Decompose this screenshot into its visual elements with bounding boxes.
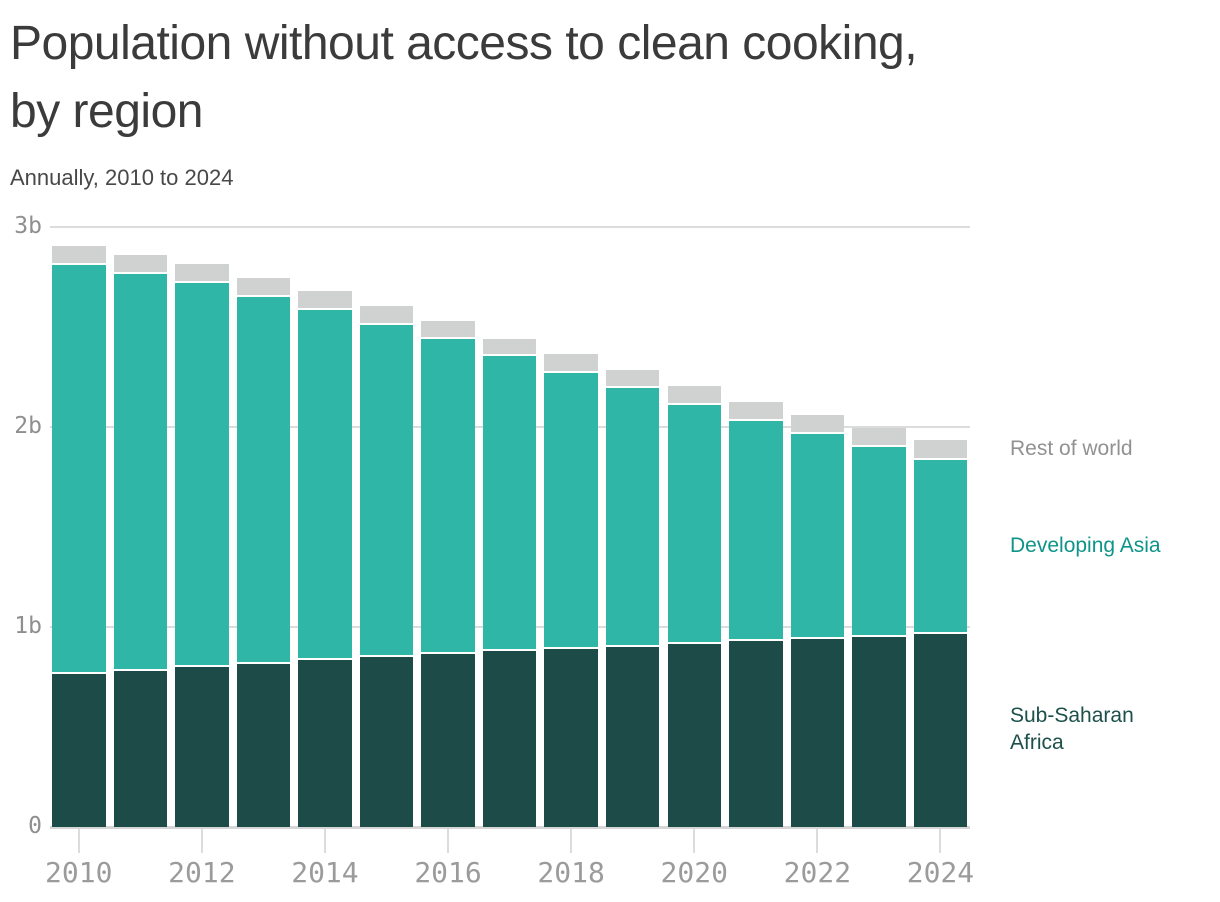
- y-axis-label-3b: 3b: [14, 213, 42, 239]
- bar-segment-developing-asia-2023: [852, 447, 906, 637]
- bar-segment-sub-saharan-africa-2018: [544, 649, 598, 827]
- x-axis-tick-2020: [693, 829, 696, 853]
- bar-segment-developing-asia-2017: [482, 356, 537, 651]
- bar-segment-developing-asia-2024: [913, 460, 968, 634]
- bar-segment-sub-saharan-africa-2023: [852, 637, 906, 827]
- bar-segment-rest-of-world-2014: [298, 291, 352, 310]
- bar-segment-sub-saharan-africa-2021: [729, 641, 783, 827]
- bar-segment-rest-of-world-2019: [605, 370, 660, 388]
- x-axis-tick-2024: [939, 829, 942, 853]
- bar-segment-rest-of-world-2016: [421, 321, 475, 339]
- bar-segment-developing-asia-2014: [298, 310, 352, 660]
- y-axis-label-2b: 2b: [14, 413, 42, 439]
- bar-segment-sub-saharan-africa-2024: [913, 634, 968, 827]
- x-axis-label-2012: 2012: [168, 856, 236, 889]
- bar-segment-sub-saharan-africa-2020: [667, 644, 721, 827]
- bar-segment-developing-asia-2019: [605, 388, 660, 647]
- bar-segment-developing-asia-2012: [175, 283, 229, 667]
- chart-title: Population without access to clean cooki…: [10, 17, 918, 138]
- bar-segment-rest-of-world-2020: [667, 386, 721, 405]
- x-axis-label-2018: 2018: [537, 856, 605, 889]
- bar-segment-developing-asia-2013: [236, 297, 291, 664]
- bar-segment-sub-saharan-africa-2016: [421, 654, 475, 827]
- x-axis-tick-2016: [447, 829, 450, 853]
- legend-label-sub-saharan-africa: Sub-Saharan Africa: [1010, 704, 1134, 754]
- bar-segment-sub-saharan-africa-2013: [236, 664, 291, 827]
- x-axis-tick-2018: [570, 829, 573, 853]
- bar-segment-sub-saharan-africa-2011: [113, 671, 168, 827]
- bar-segment-rest-of-world-2017: [482, 339, 537, 356]
- x-axis-label-2016: 2016: [414, 856, 482, 889]
- bar-segment-rest-of-world-2015: [359, 306, 414, 325]
- bar-segment-rest-of-world-2021: [729, 402, 783, 421]
- gridline-0: [50, 826, 970, 829]
- bar-segment-developing-asia-2010: [52, 265, 106, 674]
- bar-segment-developing-asia-2016: [421, 339, 475, 654]
- bar-segment-rest-of-world-2012: [175, 264, 229, 283]
- bar-segment-rest-of-world-2010: [52, 246, 106, 265]
- bar-segment-sub-saharan-africa-2014: [298, 660, 352, 827]
- bar-segment-sub-saharan-africa-2015: [359, 657, 414, 827]
- gridline-3b: [50, 226, 970, 228]
- y-axis-label-0: 0: [28, 813, 42, 839]
- bar-segment-rest-of-world-2018: [544, 354, 598, 373]
- y-axis-label-1b: 1b: [14, 613, 42, 639]
- bar-segment-sub-saharan-africa-2010: [52, 674, 106, 827]
- bar-segment-sub-saharan-africa-2012: [175, 667, 229, 827]
- bar-segment-developing-asia-2021: [729, 421, 783, 641]
- bar-segment-rest-of-world-2023: [852, 428, 906, 447]
- x-axis-tick-2012: [200, 829, 203, 853]
- bar-segment-developing-asia-2018: [544, 373, 598, 649]
- bar-segment-rest-of-world-2022: [790, 415, 845, 434]
- bar-segment-developing-asia-2015: [359, 325, 414, 657]
- bar-segment-rest-of-world-2011: [113, 255, 168, 274]
- legend-label-rest-of-world: Rest of world: [1010, 437, 1133, 460]
- bar-segment-developing-asia-2022: [790, 434, 845, 639]
- x-axis-label-2014: 2014: [291, 856, 359, 889]
- bar-segment-rest-of-world-2024: [913, 440, 968, 460]
- bar-segment-developing-asia-2020: [667, 405, 721, 644]
- x-axis-label-2022: 2022: [783, 856, 852, 889]
- bar-segment-developing-asia-2011: [113, 274, 168, 671]
- x-axis-label-2024: 2024: [906, 856, 975, 889]
- bar-segment-sub-saharan-africa-2017: [482, 651, 537, 827]
- x-axis-label-2010: 2010: [45, 856, 113, 889]
- x-axis-label-2020: 2020: [660, 856, 728, 889]
- legend-label-developing-asia: Developing Asia: [1010, 534, 1161, 557]
- bar-segment-sub-saharan-africa-2019: [605, 647, 660, 827]
- bar-segment-rest-of-world-2013: [236, 278, 291, 297]
- bar-segment-sub-saharan-africa-2022: [790, 639, 845, 827]
- chart-subtitle: Annually, 2010 to 2024: [10, 165, 234, 190]
- x-axis-tick-2014: [323, 829, 326, 853]
- x-axis-tick-2010: [77, 829, 80, 853]
- x-axis-tick-2022: [816, 829, 819, 853]
